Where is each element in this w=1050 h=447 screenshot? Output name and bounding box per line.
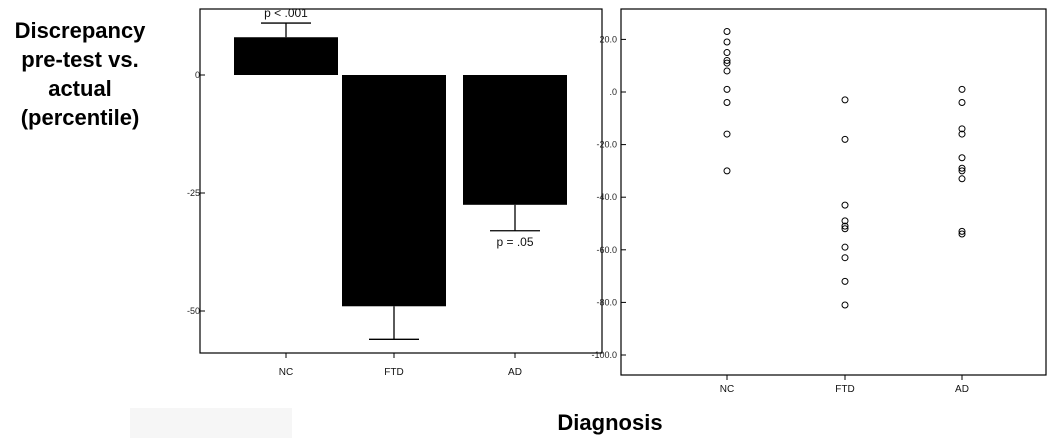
x-tick-label: NC	[279, 367, 293, 378]
y-axis-label: Discrepancy pre-test vs. actual (percent…	[0, 16, 160, 132]
x-tick-label: FTD	[384, 367, 403, 378]
bar-nc	[234, 37, 338, 75]
scatter-point-nc	[723, 59, 731, 67]
p-value-annotation: p = .05	[496, 235, 533, 249]
scatter-point-nc	[723, 67, 731, 75]
scatter-point-ad	[958, 125, 966, 133]
scatter-point-ad	[958, 154, 966, 162]
p-value-annotation: p < .001	[264, 6, 308, 20]
scatter-point-ftd	[841, 254, 849, 262]
scatter-point-ad	[958, 130, 966, 138]
y-tick-label: -25	[187, 188, 200, 198]
x-tick-label: AD	[955, 384, 969, 395]
scatter-point-ad	[958, 85, 966, 93]
y-tick-label: -60.0	[596, 245, 617, 255]
scatter-point-ad	[958, 230, 966, 238]
scatter-point-ftd	[841, 217, 849, 225]
y-tick-label: 0	[195, 70, 200, 80]
scatter-chart: 20.0 .0 -20.0 -40.0 -60.0 -80.0 -100.0 NC FTD AD	[591, 28, 969, 395]
bar-chart: 0 -25 -50 NC FTD AD p < .001 p = .05	[187, 6, 567, 378]
scatter-point-nc	[723, 28, 731, 36]
scatter-point-ad	[958, 99, 966, 107]
x-tick-label: AD	[508, 367, 522, 378]
scatter-point-ftd	[841, 277, 849, 285]
scatter-chart-frame	[620, 8, 1047, 376]
x-tick-label: FTD	[835, 384, 854, 395]
y-axis-label-line: pre-test vs.	[21, 47, 139, 72]
scatter-point-ftd	[841, 243, 849, 251]
scatter-point-ftd	[841, 222, 849, 230]
x-axis-label: Diagnosis	[557, 410, 663, 435]
scatter-point-ftd	[841, 301, 849, 309]
scatter-point-ftd	[841, 96, 849, 104]
scatter-point-ftd	[841, 135, 849, 143]
scatter-point-ftd	[841, 225, 849, 233]
scatter-point-ad	[958, 167, 966, 175]
scatter-point-nc	[723, 130, 731, 138]
scatter-point-nc	[723, 56, 731, 64]
y-tick-label: -80.0	[596, 297, 617, 307]
scatter-point-nc	[723, 38, 731, 46]
scatter-point-nc	[723, 99, 731, 107]
y-tick-label: -40.0	[596, 192, 617, 202]
y-tick-label: .0	[609, 87, 617, 97]
x-tick-label: NC	[720, 384, 734, 395]
scatter-point-ad	[958, 164, 966, 172]
scatter-point-nc	[723, 49, 731, 57]
bar-ad	[463, 75, 567, 205]
scatter-point-ad	[958, 227, 966, 235]
y-axis-label-line: actual	[48, 76, 112, 101]
y-axis-label-line: (percentile)	[20, 105, 140, 130]
y-tick-label: -100.0	[591, 350, 617, 360]
y-tick-label: 20.0	[599, 34, 617, 44]
scatter-point-ad	[958, 175, 966, 183]
y-tick-label: -20.0	[596, 140, 617, 150]
y-tick-label: -50	[187, 306, 200, 316]
scatter-point-nc	[723, 85, 731, 93]
scatter-point-nc	[723, 167, 731, 175]
backdrop-shade	[130, 408, 292, 438]
scatter-point-ftd	[841, 201, 849, 209]
bar-ftd	[342, 75, 446, 307]
y-axis-label-line: Discrepancy	[14, 18, 146, 43]
